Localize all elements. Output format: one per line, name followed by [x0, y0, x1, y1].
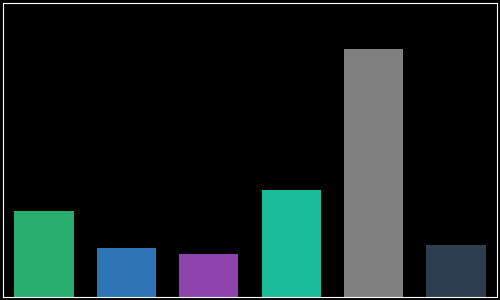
Bar [179, 254, 238, 297]
Bar [14, 211, 74, 297]
Bar [426, 245, 486, 297]
Bar [96, 248, 156, 297]
Bar [344, 50, 404, 297]
Bar [262, 190, 321, 297]
